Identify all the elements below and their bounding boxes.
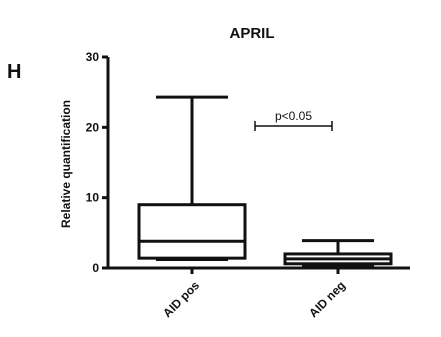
x-category-label: AID pos [160,278,202,320]
chart-title: APRIL [230,25,275,42]
y-tick-label: 0 [92,261,99,275]
y-tick-label: 10 [86,191,100,205]
y-tick-label: 30 [86,50,100,64]
y-axis-label: Relative quantification [59,100,73,228]
box-aid-pos [137,203,247,260]
plot-area: 0 10 20 30 AID pos AID neg p<0.05 [86,50,410,320]
panel-label: H [7,61,21,83]
x-category-label: AID neg [306,278,348,320]
y-tick-label: 20 [86,120,100,134]
significance-label: p<0.05 [275,109,312,123]
